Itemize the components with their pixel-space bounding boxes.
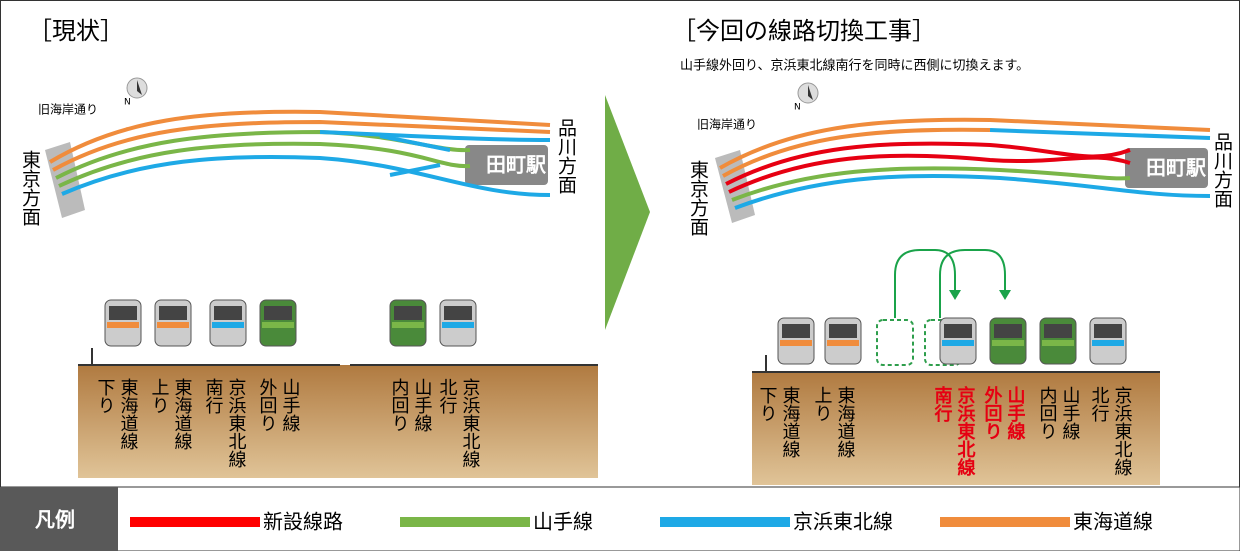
window bbox=[214, 306, 242, 320]
track bbox=[52, 119, 551, 172]
band bbox=[942, 340, 974, 346]
legend-swatch bbox=[130, 517, 260, 527]
track bbox=[731, 166, 1131, 202]
track bbox=[989, 128, 1211, 140]
arrowhead bbox=[999, 290, 1011, 300]
legend-swatch bbox=[660, 517, 790, 527]
track bbox=[734, 173, 1211, 210]
legend-swatch bbox=[400, 517, 530, 527]
ground bbox=[752, 372, 1160, 485]
track-direction: 南行 bbox=[932, 385, 954, 422]
tokyo-direction: 東京方面 bbox=[687, 160, 709, 236]
shinagawa-direction: 品川方面 bbox=[555, 118, 577, 194]
band bbox=[992, 340, 1024, 346]
current-panel: ［現状］ N 旧海岸通り 田町駅 東京方面 品川方面 東海道線下り 東海道線上り京… bbox=[19, 17, 598, 478]
window bbox=[394, 306, 422, 320]
track-line: 京浜東北線 bbox=[955, 385, 976, 477]
crossover bbox=[379, 134, 451, 177]
arrowhead bbox=[949, 290, 961, 300]
track-direction: 北行 bbox=[437, 378, 458, 414]
band bbox=[1092, 340, 1124, 346]
track-line: 京浜東北線 bbox=[460, 378, 481, 468]
old-position bbox=[876, 319, 914, 366]
window bbox=[159, 306, 187, 320]
compass-label: N bbox=[794, 103, 801, 113]
legend-label: 新設線路 bbox=[263, 510, 343, 534]
window bbox=[944, 324, 972, 338]
track-direction: 下り bbox=[757, 386, 778, 422]
compass-needle bbox=[137, 80, 142, 95]
track-direction: 外回り bbox=[982, 385, 1003, 440]
track bbox=[61, 154, 551, 197]
band bbox=[157, 322, 189, 328]
band bbox=[107, 322, 139, 328]
station: 田町駅 bbox=[486, 153, 546, 177]
street: 旧海岸通り bbox=[38, 102, 98, 117]
track-line: 山手線 bbox=[1060, 386, 1081, 440]
track-direction: 内回り bbox=[1037, 386, 1058, 440]
compass-needle bbox=[808, 85, 813, 100]
window bbox=[1044, 324, 1072, 338]
track bbox=[719, 117, 1211, 170]
track-line: 京浜東北線 bbox=[226, 378, 247, 468]
construction-panel: ［今回の線路切換工事］ 山手線外回り、京浜東北線南行を同時に西側に切換えます。 … bbox=[672, 17, 1233, 485]
window bbox=[782, 324, 810, 338]
shift-arrow bbox=[939, 249, 1006, 318]
street: 旧海岸通り bbox=[697, 117, 757, 132]
legend-swatch bbox=[940, 517, 1070, 527]
track-direction: 南行 bbox=[203, 378, 224, 414]
track-direction: 上り bbox=[812, 386, 833, 422]
track-line: 東海道線 bbox=[835, 386, 856, 458]
track-direction: 北行 bbox=[1089, 386, 1110, 422]
station-box bbox=[465, 145, 548, 185]
window bbox=[994, 324, 1022, 338]
subtitle: 山手線外回り、京浜東北線南行を同時に西側に切換えます。 bbox=[680, 58, 1029, 74]
track-direction: 内回り bbox=[389, 378, 410, 432]
title: ［現状］ bbox=[28, 17, 124, 45]
track bbox=[48, 109, 551, 164]
new-track bbox=[728, 153, 1131, 194]
band bbox=[392, 322, 424, 328]
legend-title-box bbox=[0, 487, 118, 551]
band bbox=[212, 322, 244, 328]
track-line: 東海道線 bbox=[172, 378, 193, 450]
track-direction: 下り bbox=[95, 378, 116, 414]
tokyo-direction: 東京方面 bbox=[19, 150, 41, 226]
legend-label: 山手線 bbox=[533, 510, 593, 534]
compass-label: N bbox=[124, 98, 131, 108]
track bbox=[58, 141, 471, 188]
track bbox=[319, 130, 551, 142]
track-line: 東海道線 bbox=[780, 386, 801, 458]
shinagawa-direction: 品川方面 bbox=[1211, 132, 1233, 208]
title: ［今回の線路切換工事］ bbox=[672, 17, 936, 45]
window bbox=[109, 306, 137, 320]
track-line: 山手線 bbox=[412, 378, 433, 432]
track-direction: 上り bbox=[149, 378, 170, 414]
band bbox=[1042, 340, 1074, 346]
station: 田町駅 bbox=[1146, 156, 1206, 180]
track-line: 山手線 bbox=[280, 378, 301, 432]
track-line: 東海道線 bbox=[118, 378, 139, 450]
shift-arrow bbox=[894, 249, 956, 318]
legend-label: 京浜東北線 bbox=[793, 510, 893, 534]
arrow bbox=[605, 95, 650, 330]
window bbox=[1094, 324, 1122, 338]
station-box bbox=[1125, 148, 1208, 188]
legend-title: 凡例 bbox=[35, 508, 75, 532]
window bbox=[829, 324, 857, 338]
track-direction: 外回り bbox=[257, 378, 278, 432]
band bbox=[262, 322, 294, 328]
window bbox=[444, 306, 472, 320]
track bbox=[722, 127, 991, 178]
window bbox=[264, 306, 292, 320]
track-line: 京浜東北線 bbox=[1112, 386, 1133, 476]
band bbox=[827, 340, 859, 346]
track-line: 山手線 bbox=[1005, 386, 1026, 441]
ground bbox=[78, 365, 598, 478]
band bbox=[780, 340, 812, 346]
band bbox=[442, 322, 474, 328]
legend-label: 東海道線 bbox=[1073, 510, 1153, 534]
